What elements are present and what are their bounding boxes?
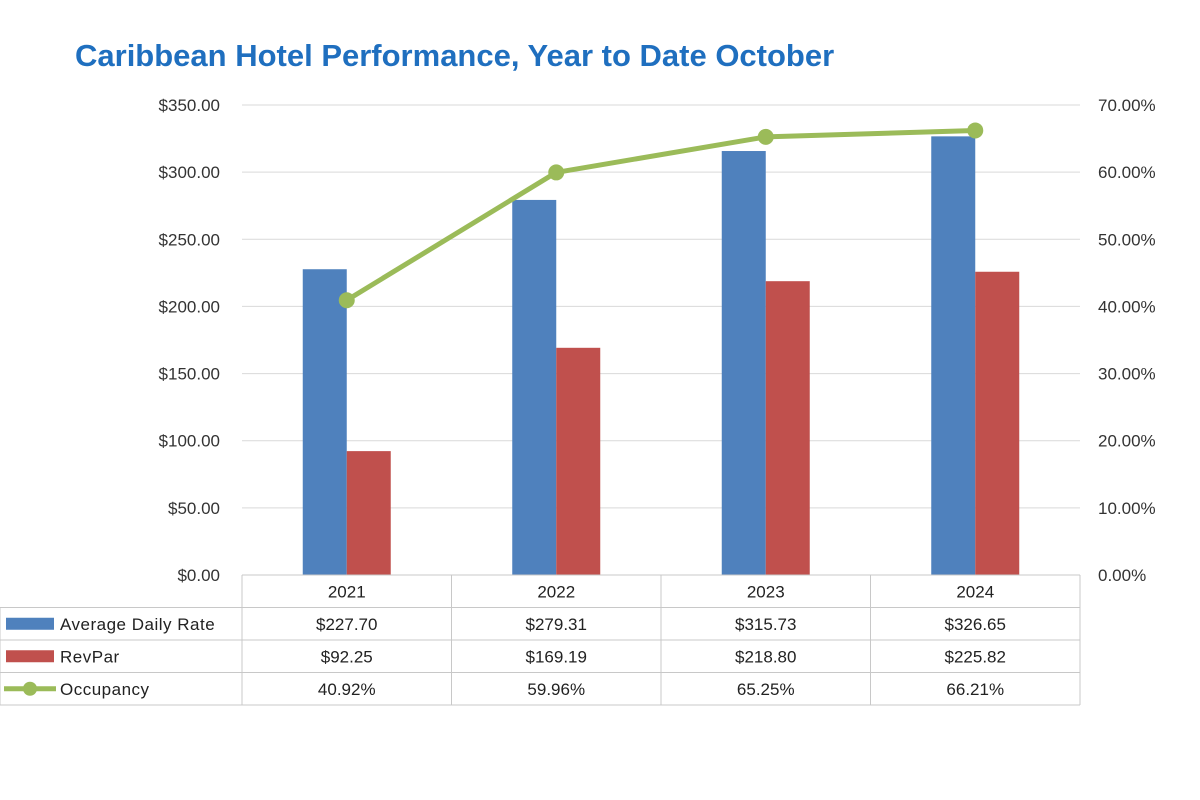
- category-label-2021: 2021: [328, 582, 366, 601]
- occupancy-line-group: [338, 122, 984, 309]
- left-tick-label: $350.00: [159, 96, 220, 115]
- left-tick-label: $50.00: [168, 499, 220, 518]
- revpar-bar-2022: [556, 347, 601, 575]
- left-tick-label: $250.00: [159, 230, 220, 249]
- table-cell: 66.21%: [946, 680, 1004, 699]
- revpar-bar-2023: [765, 281, 810, 575]
- adr-bar-2021: [302, 269, 347, 575]
- occupancy-point-2022: [548, 164, 565, 181]
- table-cell: $227.70: [316, 615, 377, 634]
- right-tick-label: 30.00%: [1098, 365, 1156, 384]
- legend-label-adr: Average Daily Rate: [60, 615, 215, 634]
- right-tick-label: 20.00%: [1098, 432, 1156, 451]
- occupancy-point-2023: [757, 128, 774, 145]
- chart-title: Caribbean Hotel Performance, Year to Dat…: [75, 38, 835, 73]
- occupancy-point-2024: [967, 122, 984, 139]
- right-tick-label: 0.00%: [1098, 566, 1146, 585]
- occupancy-point-2021: [338, 292, 355, 309]
- left-tick-label: $0.00: [177, 566, 220, 585]
- table-cell: $326.65: [945, 615, 1006, 634]
- legend-label-revpar: RevPar: [60, 647, 120, 666]
- left-tick-label: $200.00: [159, 297, 220, 316]
- data-table: 2021 2022 2023 2024 Average Daily Rate $227.7…: [0, 574, 1081, 706]
- legend-label-occupancy: Occupancy: [60, 680, 150, 699]
- bar-marks: [302, 136, 1020, 575]
- right-axis-ticks: 0.00% 10.00% 20.00% 30.00% 40.00% 50.00% 60.00…: [1098, 96, 1156, 585]
- table-cell: $169.19: [526, 647, 587, 666]
- right-tick-label: 60.00%: [1098, 163, 1156, 182]
- revpar-bar-2021: [346, 451, 391, 575]
- category-label-2024: 2024: [956, 582, 994, 601]
- adr-bar-2024: [931, 136, 976, 575]
- legend-key-revpar: [6, 650, 54, 663]
- right-tick-label: 10.00%: [1098, 499, 1156, 518]
- left-axis-ticks: $0.00 $50.00 $100.00 $150.00 $200.00 $250.00 $…: [159, 96, 220, 585]
- table-cell: $92.25: [321, 647, 373, 666]
- right-tick-label: 70.00%: [1098, 96, 1156, 115]
- left-tick-label: $100.00: [159, 432, 220, 451]
- table-cell: $225.82: [945, 647, 1006, 666]
- adr-bar-2023: [721, 151, 766, 575]
- table-cell: $315.73: [735, 615, 796, 634]
- revpar-bar-2024: [975, 271, 1020, 575]
- left-tick-label: $300.00: [159, 163, 220, 182]
- table-cell: 65.25%: [737, 680, 795, 699]
- category-label-2022: 2022: [537, 582, 575, 601]
- legend-key-occupancy-marker: [23, 681, 37, 696]
- table-cell: 59.96%: [527, 680, 585, 699]
- adr-bar-2022: [512, 199, 557, 575]
- category-label-2023: 2023: [747, 582, 785, 601]
- right-tick-label: 40.00%: [1098, 297, 1156, 316]
- table-cell: $218.80: [735, 647, 796, 666]
- legend-key-adr: [6, 617, 54, 630]
- table-cell: $279.31: [526, 615, 587, 634]
- occupancy-line: [345, 127, 976, 303]
- right-tick-label: 50.00%: [1098, 230, 1156, 249]
- table-cell: 40.92%: [318, 680, 376, 699]
- left-tick-label: $150.00: [159, 365, 220, 384]
